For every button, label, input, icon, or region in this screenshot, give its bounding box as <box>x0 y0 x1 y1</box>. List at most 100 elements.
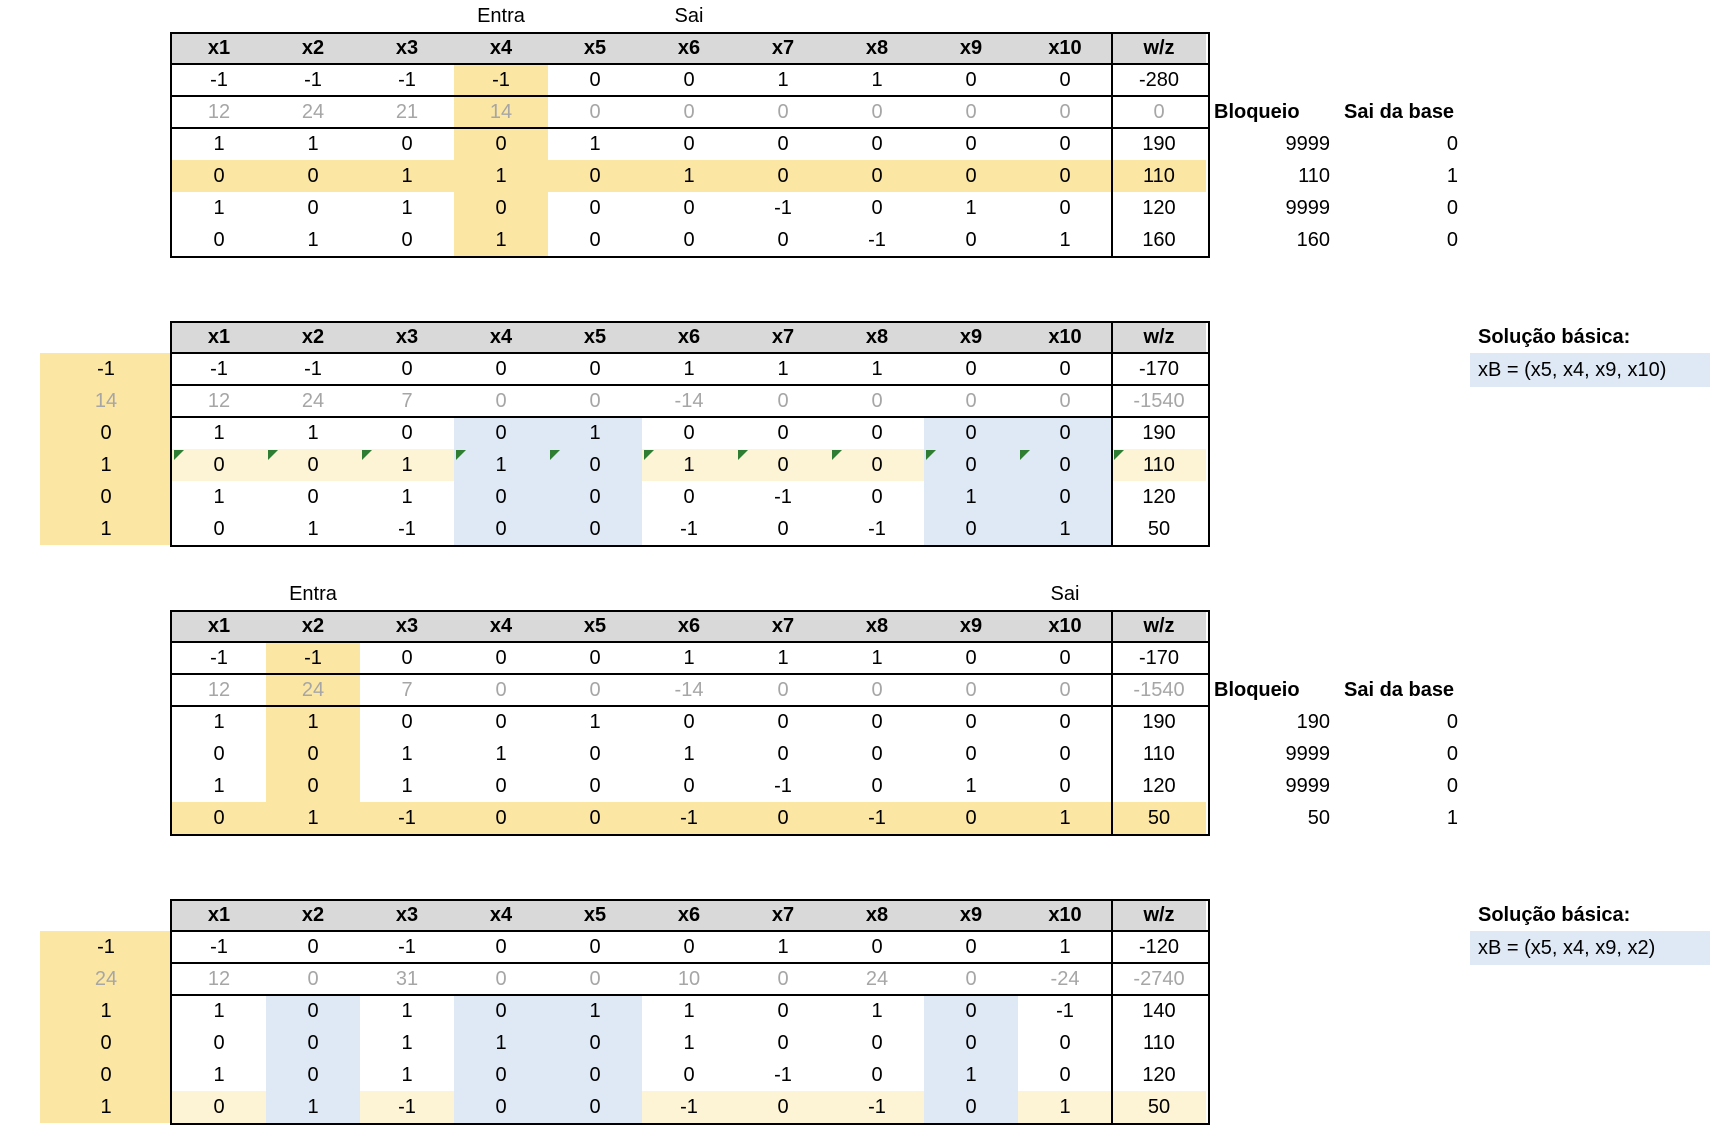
table-cell[interactable]: -1 <box>304 358 322 380</box>
table-cell[interactable]: 0 <box>307 197 319 219</box>
table-cell[interactable]: 0 <box>871 133 883 155</box>
column-header-x10[interactable]: x10 <box>1018 899 1112 931</box>
table-cell[interactable]: 0 <box>401 711 413 733</box>
table-cell[interactable]: -1 <box>210 69 228 91</box>
table-cell[interactable]: 1 <box>589 711 601 733</box>
table-cell[interactable]: 1 <box>1018 1091 1112 1123</box>
column-header-wz[interactable]: w/z <box>1112 321 1206 353</box>
table-cell[interactable]: 0 <box>924 449 1018 481</box>
column-header-x9[interactable]: x9 <box>924 610 1018 642</box>
table-cell[interactable]: 0 <box>683 197 695 219</box>
table-cell[interactable]: 1 <box>548 417 642 449</box>
table-cell[interactable]: 24 <box>865 968 889 990</box>
table-cell[interactable]: -1 <box>210 647 228 669</box>
table-cell[interactable]: 0 <box>965 679 977 701</box>
table-cell[interactable]: 1 <box>871 647 883 669</box>
table-cell[interactable]: -14 <box>674 679 704 701</box>
table-cell[interactable]: 1 <box>871 358 883 380</box>
table-cell[interactable]: 0 <box>589 69 601 91</box>
bloqueio-value[interactable]: 9999 <box>1285 197 1331 219</box>
table-cell[interactable]: 1 <box>401 743 413 765</box>
table-cell[interactable]: 1 <box>777 647 789 669</box>
table-cell[interactable]: 50 <box>1147 518 1171 540</box>
table-cell[interactable]: 0 <box>683 486 695 508</box>
table-cell[interactable]: 1 <box>401 486 413 508</box>
table-cell[interactable]: -1 <box>774 486 792 508</box>
column-header-x10[interactable]: x10 <box>1018 321 1112 353</box>
column-header-x8[interactable]: x8 <box>830 610 924 642</box>
table-cell[interactable]: 1 <box>871 1000 883 1022</box>
column-header-x1[interactable]: x1 <box>172 899 266 931</box>
table-cell[interactable]: 1 <box>924 1059 1018 1091</box>
table-cell[interactable]: 0 <box>1059 679 1071 701</box>
table-cell[interactable]: 0 <box>401 647 413 669</box>
table-cell[interactable]: 0 <box>871 486 883 508</box>
column-header-x8[interactable]: x8 <box>830 321 924 353</box>
table-cell[interactable]: 1 <box>683 1000 695 1022</box>
table-cell[interactable]: -24 <box>1050 968 1080 990</box>
table-cell[interactable]: 1 <box>266 706 360 738</box>
table-cell[interactable]: 0 <box>871 936 883 958</box>
table-cell[interactable]: 1 <box>642 160 736 192</box>
table-cell[interactable]: 0 <box>495 647 507 669</box>
table-cell[interactable]: 0 <box>548 481 642 513</box>
column-header-x3[interactable]: x3 <box>360 321 454 353</box>
table-cell[interactable]: 1 <box>683 743 695 765</box>
table-cell[interactable]: 24 <box>301 390 325 412</box>
basis-cost-cell[interactable]: 0 <box>40 1027 172 1059</box>
bloqueio-value[interactable]: 9999 <box>1285 743 1331 765</box>
table-cell[interactable]: -280 <box>1138 69 1180 91</box>
table-cell[interactable]: -14 <box>674 390 704 412</box>
table-cell[interactable]: 0 <box>777 711 789 733</box>
table-cell[interactable]: 0 <box>830 160 924 192</box>
column-header-x6[interactable]: x6 <box>642 899 736 931</box>
column-header-x6[interactable]: x6 <box>642 321 736 353</box>
sai-da-base-value[interactable]: 0 <box>1446 229 1458 251</box>
table-cell[interactable]: 0 <box>548 1027 642 1059</box>
table-cell[interactable]: 0 <box>736 802 830 834</box>
table-cell[interactable]: 0 <box>924 1091 1018 1123</box>
table-cell[interactable]: 0 <box>924 802 1018 834</box>
table-cell[interactable]: 0 <box>777 101 789 123</box>
column-header-x5[interactable]: x5 <box>548 32 642 64</box>
table-cell[interactable]: -1 <box>454 64 548 96</box>
table-cell[interactable]: 120 <box>1142 775 1176 797</box>
column-header-x10[interactable]: x10 <box>1018 32 1112 64</box>
column-header-x9[interactable]: x9 <box>924 32 1018 64</box>
table-cell[interactable]: 0 <box>266 160 360 192</box>
table-cell[interactable]: -1 <box>642 1091 736 1123</box>
column-header-wz[interactable]: w/z <box>1112 32 1206 64</box>
table-cell[interactable]: 0 <box>965 711 977 733</box>
table-cell[interactable]: 0 <box>777 518 789 540</box>
table-cell[interactable]: 0 <box>924 160 1018 192</box>
table-cell[interactable]: 0 <box>495 968 507 990</box>
table-cell[interactable]: 0 <box>1153 101 1165 123</box>
table-cell[interactable]: 0 <box>213 518 225 540</box>
column-header-x4[interactable]: x4 <box>454 32 548 64</box>
table-cell[interactable]: 0 <box>548 1059 642 1091</box>
bloqueio-value[interactable]: 50 <box>1307 807 1330 829</box>
table-cell[interactable]: 0 <box>454 1059 548 1091</box>
table-cell[interactable]: 0 <box>871 390 883 412</box>
table-cell[interactable]: 10 <box>677 968 701 990</box>
table-cell[interactable]: 0 <box>1059 197 1071 219</box>
table-cell[interactable]: -120 <box>1138 936 1180 958</box>
table-cell[interactable]: 1 <box>213 197 225 219</box>
sai-da-base-value[interactable]: 1 <box>1446 807 1458 829</box>
table-cell[interactable]: 120 <box>1142 486 1176 508</box>
table-cell[interactable]: 0 <box>266 449 360 481</box>
table-cell[interactable]: 0 <box>1059 1064 1071 1086</box>
table-cell[interactable]: 0 <box>736 449 830 481</box>
basis-cost-cell[interactable]: 1 <box>40 449 172 481</box>
column-header-x2[interactable]: x2 <box>266 899 360 931</box>
column-header-x9[interactable]: x9 <box>924 899 1018 931</box>
table-cell[interactable]: 0 <box>871 1032 883 1054</box>
table-cell[interactable]: 0 <box>266 995 360 1027</box>
table-cell[interactable]: 0 <box>213 1032 225 1054</box>
table-cell[interactable]: 0 <box>266 770 360 802</box>
table-cell[interactable]: 0 <box>683 229 695 251</box>
table-cell[interactable]: -1 <box>868 518 886 540</box>
table-cell[interactable]: 0 <box>589 197 601 219</box>
table-cell[interactable]: 0 <box>683 1064 695 1086</box>
basis-cost-cell[interactable]: -1 <box>40 931 172 963</box>
